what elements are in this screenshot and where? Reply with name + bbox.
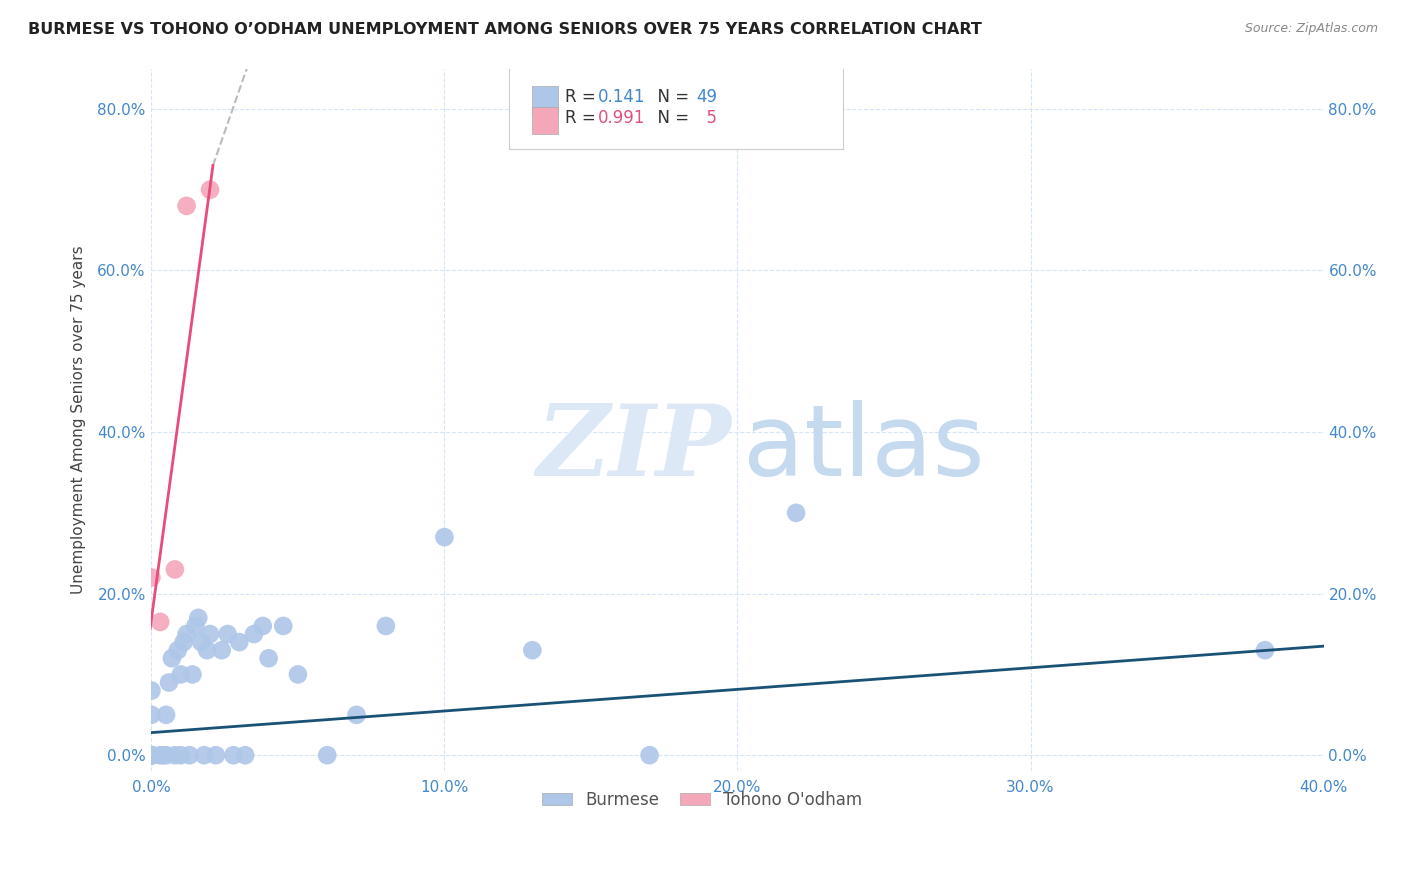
- Point: [211, 643, 233, 657]
- Text: N =: N =: [647, 110, 695, 128]
- Point: [243, 627, 266, 641]
- Point: [141, 748, 163, 763]
- Point: [193, 748, 215, 763]
- Point: [141, 707, 163, 722]
- Legend: Burmese, Tohono O'odham: Burmese, Tohono O'odham: [536, 784, 869, 816]
- Point: [155, 748, 177, 763]
- Point: [217, 627, 239, 641]
- Point: [287, 667, 309, 681]
- Point: [141, 570, 163, 584]
- Point: [141, 748, 163, 763]
- Point: [205, 748, 228, 763]
- Point: [181, 667, 204, 681]
- Point: [170, 667, 193, 681]
- Point: [228, 635, 250, 649]
- Point: [163, 562, 186, 576]
- Text: R =: R =: [565, 88, 602, 106]
- Point: [176, 627, 198, 641]
- FancyBboxPatch shape: [533, 107, 558, 134]
- Text: BURMESE VS TOHONO O’ODHAM UNEMPLOYMENT AMONG SENIORS OVER 75 YEARS CORRELATION C: BURMESE VS TOHONO O’ODHAM UNEMPLOYMENT A…: [28, 22, 981, 37]
- Point: [1254, 643, 1277, 657]
- Y-axis label: Unemployment Among Seniors over 75 years: Unemployment Among Seniors over 75 years: [72, 245, 86, 594]
- Point: [316, 748, 339, 763]
- Point: [141, 748, 163, 763]
- Text: atlas: atlas: [744, 400, 986, 497]
- Point: [152, 748, 174, 763]
- FancyBboxPatch shape: [533, 87, 558, 112]
- Text: N =: N =: [647, 88, 695, 106]
- Point: [257, 651, 280, 665]
- Text: 0.991: 0.991: [598, 110, 645, 128]
- Point: [198, 183, 221, 197]
- Point: [346, 707, 368, 722]
- Text: R =: R =: [565, 110, 602, 128]
- Text: ZIP: ZIP: [537, 400, 731, 496]
- Point: [222, 748, 245, 763]
- Point: [176, 199, 198, 213]
- Text: 5: 5: [696, 110, 717, 128]
- Point: [195, 643, 218, 657]
- Point: [160, 651, 183, 665]
- Point: [785, 506, 807, 520]
- Point: [198, 627, 221, 641]
- Point: [155, 707, 177, 722]
- Point: [271, 619, 294, 633]
- Text: Source: ZipAtlas.com: Source: ZipAtlas.com: [1244, 22, 1378, 36]
- Text: 0.141: 0.141: [598, 88, 645, 106]
- Point: [233, 748, 256, 763]
- Point: [141, 748, 163, 763]
- Point: [184, 619, 207, 633]
- Point: [170, 748, 193, 763]
- Point: [166, 643, 188, 657]
- Point: [179, 748, 201, 763]
- Point: [141, 748, 163, 763]
- Point: [173, 635, 195, 649]
- Point: [163, 748, 186, 763]
- Point: [141, 748, 163, 763]
- Text: 49: 49: [696, 88, 717, 106]
- Point: [190, 635, 212, 649]
- Point: [638, 748, 661, 763]
- Point: [149, 615, 172, 629]
- Point: [433, 530, 456, 544]
- Point: [522, 643, 544, 657]
- Point: [157, 675, 180, 690]
- Point: [141, 748, 163, 763]
- Point: [187, 611, 209, 625]
- Point: [141, 683, 163, 698]
- Point: [149, 748, 172, 763]
- Point: [252, 619, 274, 633]
- Point: [141, 748, 163, 763]
- Point: [374, 619, 396, 633]
- FancyBboxPatch shape: [509, 65, 844, 149]
